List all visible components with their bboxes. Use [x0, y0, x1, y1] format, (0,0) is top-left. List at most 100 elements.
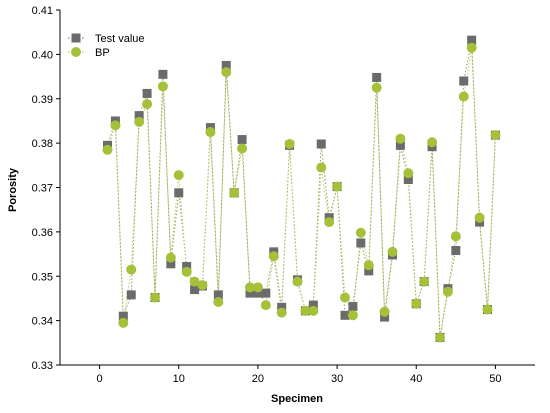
- test-value-point: [213, 290, 223, 300]
- y-tick-label: 0.38: [32, 138, 53, 150]
- bp-point: [316, 162, 327, 173]
- bp-point: [260, 300, 271, 311]
- x-axis-title: Specimen: [271, 393, 323, 405]
- bp-point: [292, 276, 303, 287]
- y-tick-label: 0.39: [32, 94, 53, 106]
- y-tick-label: 0.41: [32, 5, 53, 17]
- bp-point: [110, 120, 121, 131]
- test-value-series-line: [107, 40, 496, 338]
- legend-bp-label: BP: [95, 47, 110, 59]
- bp-point: [419, 276, 430, 287]
- y-tick-label: 0.36: [32, 227, 53, 239]
- x-tick-label: 40: [410, 373, 422, 385]
- test-value-point: [182, 261, 192, 271]
- test-value-point: [467, 35, 477, 45]
- bp-point: [371, 82, 382, 93]
- bp-point: [482, 304, 493, 315]
- bp-point: [268, 251, 279, 262]
- bp-point: [150, 292, 160, 303]
- test-value-point: [221, 60, 231, 70]
- test-value-point: [158, 69, 168, 79]
- bp-point: [142, 99, 153, 110]
- test-value-point: [364, 266, 374, 276]
- x-tick-label: 30: [331, 373, 343, 385]
- test-value-point: [340, 310, 350, 320]
- legend-test-value-label: Test value: [95, 33, 145, 45]
- bp-point: [490, 130, 501, 141]
- bp-point: [324, 217, 335, 228]
- test-value-point: [451, 246, 461, 256]
- test-value-point: [459, 76, 469, 86]
- bp-point: [213, 296, 224, 307]
- bp-point: [466, 42, 477, 53]
- test-value-point: [261, 288, 271, 298]
- test-value-point: [174, 188, 184, 198]
- y-axis-title: Porosity: [7, 167, 19, 212]
- legend-bp-marker: [71, 47, 81, 57]
- test-value-point: [308, 300, 318, 310]
- test-value-point: [142, 88, 152, 98]
- bp-point: [308, 305, 319, 316]
- bp-point: [157, 81, 168, 92]
- bp-point: [411, 298, 422, 309]
- ticks-layer: 0.33 0.34 0.35 0.36 0.37 0.38 0.39 0.40 0.41 0 10 2…: [32, 5, 502, 385]
- bp-point: [237, 143, 248, 154]
- bp-point: [284, 139, 295, 150]
- y-tick-label: 0.34: [32, 316, 53, 328]
- bp-point: [450, 231, 461, 242]
- bp-point: [403, 168, 414, 179]
- y-tick-label: 0.35: [32, 271, 53, 283]
- bp-point: [126, 264, 137, 275]
- test-value-point: [395, 140, 405, 150]
- bp-point: [245, 282, 255, 293]
- legend: Test value BP: [68, 33, 145, 59]
- bp-point: [102, 144, 113, 155]
- legend-test-value-marker: [71, 33, 81, 43]
- test-value-point: [134, 111, 144, 121]
- test-value-point: [190, 285, 200, 295]
- bp-point: [197, 280, 208, 291]
- bp-point: [395, 133, 406, 144]
- bp-point: [134, 116, 145, 127]
- test-value-point: [348, 301, 358, 311]
- bp-point: [252, 282, 263, 293]
- bp-point: [221, 67, 232, 78]
- test-value-point: [237, 135, 247, 145]
- test-value-point: [403, 175, 413, 185]
- bp-point: [332, 181, 343, 192]
- test-value-point: [245, 288, 255, 298]
- x-tick-label: 50: [489, 373, 501, 385]
- bp-point: [300, 305, 311, 316]
- test-value-point: [126, 290, 136, 300]
- bp-point: [340, 292, 350, 303]
- bp-point: [442, 286, 453, 297]
- bp-point: [387, 246, 398, 257]
- test-value-point: [118, 311, 128, 321]
- test-value-point: [356, 238, 366, 248]
- series-layer: [102, 35, 501, 343]
- bp-point: [276, 307, 287, 318]
- bp-point: [363, 260, 374, 271]
- x-tick-label: 10: [173, 373, 185, 385]
- y-tick-label: 0.40: [32, 49, 53, 61]
- bp-point: [229, 187, 240, 198]
- test-value-point: [380, 312, 390, 322]
- bp-point: [435, 332, 445, 343]
- bp-point: [458, 91, 469, 102]
- test-value-point: [277, 302, 287, 312]
- bp-point: [347, 310, 358, 321]
- x-tick-label: 20: [252, 373, 264, 385]
- bp-point: [173, 170, 184, 181]
- bp-point: [118, 317, 129, 328]
- bp-point: [355, 227, 366, 238]
- x-tick-label: 0: [97, 373, 103, 385]
- bp-point: [181, 266, 192, 277]
- bp-point: [205, 127, 216, 138]
- bp-point: [189, 276, 200, 287]
- bp-point: [474, 212, 485, 223]
- test-value-point: [166, 259, 176, 269]
- axes-layer: [59, 10, 535, 366]
- bp-point: [427, 137, 438, 148]
